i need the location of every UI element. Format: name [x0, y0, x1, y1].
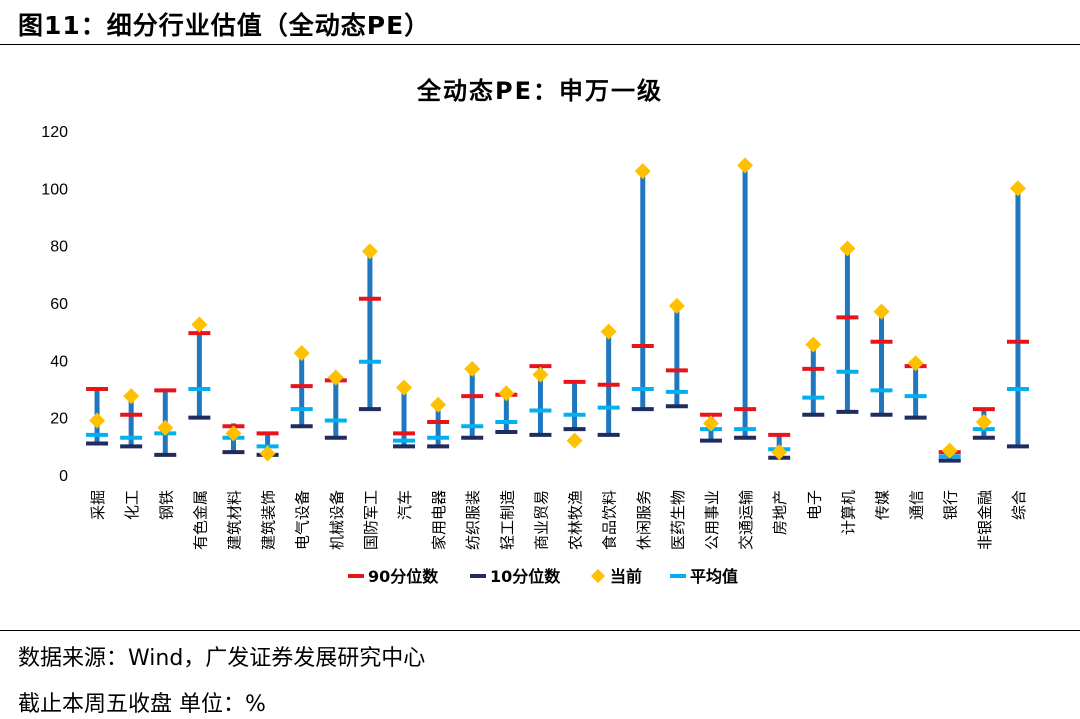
x-tick-label: 房地产: [771, 490, 789, 535]
y-tick-label: 60: [50, 296, 68, 313]
current-marker: [259, 445, 276, 462]
x-tick-label: 轻工制造: [498, 490, 516, 550]
legend-label: 平均值: [690, 567, 738, 586]
current-marker: [89, 412, 106, 429]
x-tick-label: 建筑材料: [225, 490, 243, 550]
x-tick-label: 交通运输: [737, 490, 755, 550]
current-marker: [805, 336, 822, 353]
current-marker: [941, 442, 958, 459]
current-marker: [907, 355, 924, 372]
x-tick-label: 公用事业: [703, 490, 721, 550]
x-tick-label: 采掘: [89, 490, 107, 520]
current-marker: [839, 240, 856, 257]
x-tick-label: 银行: [942, 490, 960, 520]
x-tick-label: 通信: [908, 490, 926, 520]
current-marker: [600, 323, 617, 340]
x-tick-label: 家用电器: [430, 490, 448, 550]
x-tick-label: 传媒: [874, 490, 892, 520]
x-tick-label: 电子: [805, 490, 823, 520]
legend-label: 当前: [610, 567, 642, 586]
x-tick-label: 电气设备: [294, 490, 312, 550]
x-tick-label: 钢铁: [157, 490, 175, 520]
source-note: 数据来源：Wind，广发证券发展研究中心: [18, 646, 426, 671]
y-tick-label: 20: [50, 411, 68, 428]
pe-range-chart: 全动态PE：申万一级 0 20 40 60 80 100 120 采掘 化工 钢铁 有色金属 建筑材料建…: [41, 77, 1029, 586]
x-tick-label: 有色金属: [191, 490, 209, 550]
x-tick-label: 计算机: [839, 490, 857, 535]
current-marker: [873, 303, 890, 320]
current-marker: [293, 345, 310, 362]
current-marker: [327, 369, 344, 386]
x-tick-label: 食品饮料: [601, 490, 619, 550]
x-tick-label: 农林牧渔: [567, 490, 585, 550]
legend-label: 90分位数: [368, 567, 439, 586]
current-marker: [191, 316, 208, 333]
y-tick-label: 100: [41, 181, 68, 198]
x-tick-label: 建筑装饰: [260, 490, 278, 550]
footer-rule: [0, 630, 1080, 631]
x-tick-label: 化工: [123, 490, 141, 520]
legend-swatch: [591, 569, 605, 583]
current-marker: [702, 415, 719, 432]
current-marker: [975, 413, 992, 430]
current-marker: [634, 163, 651, 180]
current-marker: [771, 444, 788, 461]
chart-title: 全动态PE：申万一级: [416, 77, 663, 105]
current-marker: [532, 366, 549, 383]
unit-note: 截止本周五收盘 单位：%: [18, 692, 266, 717]
current-marker: [361, 243, 378, 260]
current-marker: [1009, 180, 1026, 197]
x-tick-label: 商业贸易: [532, 490, 550, 550]
y-tick-label: 0: [59, 468, 68, 485]
y-tick-label: 80: [50, 239, 68, 256]
current-marker: [498, 385, 515, 402]
current-marker: [464, 360, 481, 377]
legend-label: 10分位数: [490, 567, 561, 586]
title-rule: [0, 44, 1080, 45]
x-tick-label: 机械设备: [328, 490, 346, 550]
current-marker: [668, 297, 685, 314]
x-tick-label: 休闲服务: [635, 490, 653, 550]
x-tick-label: 纺织服装: [464, 490, 482, 550]
x-tick-label: 汽车: [396, 490, 414, 520]
current-marker: [123, 388, 140, 405]
x-tick-label: 国防军工: [362, 490, 380, 550]
current-marker: [225, 425, 242, 442]
current-marker: [430, 396, 447, 413]
y-tick-label: 120: [41, 124, 68, 141]
current-marker: [396, 379, 413, 396]
x-tick-label: 综合: [1010, 490, 1028, 520]
figure-title: 图11：细分行业估值（全动态PE）: [18, 11, 431, 40]
current-marker: [566, 432, 583, 449]
y-tick-label: 40: [50, 353, 68, 370]
x-tick-label: 医药生物: [669, 490, 687, 550]
current-marker: [737, 157, 754, 174]
x-tick-label: 非银金融: [976, 490, 994, 550]
current-marker: [157, 419, 174, 436]
